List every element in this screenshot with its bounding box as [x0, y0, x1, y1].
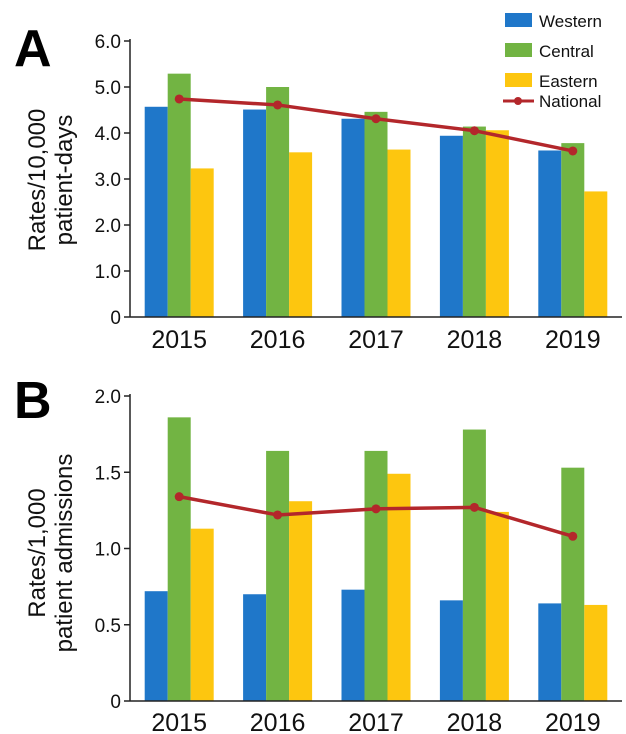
bar-central-2015-b [167, 417, 191, 701]
bar-western-2018-a [439, 135, 463, 317]
y-tick-label-a: 2.0 [95, 216, 121, 237]
bar-central-2017-a [364, 111, 388, 317]
bar-western-2015-a [144, 106, 168, 317]
x-tick-label-2015-b: 2015 [151, 709, 207, 734]
bar-central-2015-a [167, 73, 191, 317]
y-tick-label-b: 2.0 [95, 387, 121, 408]
legend-label-eastern: Eastern [539, 72, 598, 91]
y-axis-title-b-line2: patient admissions [51, 454, 78, 653]
national-line-a [174, 94, 578, 156]
bar-central-2019-a [561, 143, 585, 317]
y-tick-label-a: 4.0 [95, 124, 121, 145]
bar-central-2019-b [561, 467, 585, 701]
y-tick-label-b: 1.0 [95, 540, 121, 561]
y-tick-label-b: 1.5 [95, 463, 121, 484]
bar-western-2018-b [439, 600, 463, 701]
point-national-2017-a [371, 114, 381, 124]
x-tick-label-2017-b: 2017 [348, 709, 404, 734]
national-line-b [174, 492, 578, 541]
point-national-2016-b [273, 510, 283, 520]
bar-eastern-2016-b [289, 501, 313, 701]
axes-b: 2015 2016 2017 2018 2019 0 0.5 1.0 1.5 2.0 [95, 387, 622, 734]
y-tick-label-a: 1.0 [95, 262, 121, 283]
legend-swatch-western [505, 13, 532, 27]
bars-b [144, 417, 608, 701]
bar-western-2019-a [538, 150, 562, 317]
y-axis-title-a-line2: patient-days [51, 115, 78, 246]
panel-label-a: A [14, 20, 52, 78]
bar-western-2015-b [144, 591, 168, 701]
y-tick-label-a: 3.0 [95, 170, 121, 191]
bar-eastern-2015-b [190, 528, 214, 701]
x-tick-label-2019-a: 2019 [545, 326, 601, 354]
bar-central-2018-b [462, 429, 486, 701]
bar-western-2016-a [243, 109, 267, 317]
point-national-2019-a [568, 146, 578, 156]
bar-central-2017-b [364, 450, 388, 701]
panel-b: B Rates/1,000 patient admissions 2015 201… [14, 372, 622, 734]
bar-eastern-2019-a [584, 191, 608, 317]
legend-label-western: Western [539, 12, 602, 31]
point-national-2015-a [174, 94, 184, 104]
axes-a: 2015 2016 2017 2018 2019 0 1.0 2.0 3.0 4.0 5.0 6.0 [95, 32, 622, 354]
legend-label-central: Central [539, 42, 594, 61]
x-tick-label-2015-a: 2015 [151, 326, 207, 354]
legend: Western Central Eastern National [503, 12, 602, 111]
bars-a [144, 73, 608, 318]
bar-central-2018-a [462, 126, 486, 317]
point-national-2019-b [568, 531, 578, 541]
bar-western-2017-a [341, 118, 365, 318]
bar-eastern-2016-a [289, 152, 313, 317]
bar-central-2016-a [266, 87, 290, 317]
bar-eastern-2017-a [387, 149, 411, 317]
point-national-2018-b [469, 502, 479, 512]
x-tick-label-2016-a: 2016 [250, 326, 306, 354]
x-tick-label-2018-b: 2018 [447, 709, 503, 734]
point-national-2018-a [469, 126, 479, 136]
legend-swatch-eastern [505, 73, 532, 87]
bar-eastern-2018-a [485, 130, 509, 317]
y-tick-label-a: 0 [110, 308, 121, 329]
y-tick-label-b: 0 [110, 692, 121, 713]
point-national-2015-b [174, 492, 184, 502]
panel-a: A Rates/10,000 patient-days 2015 2016 2017… [14, 12, 622, 354]
x-tick-label-2017-a: 2017 [348, 326, 404, 354]
bar-central-2016-b [266, 450, 290, 701]
bar-western-2017-b [341, 589, 365, 701]
x-tick-label-2018-a: 2018 [447, 326, 503, 354]
y-tick-label-a: 6.0 [95, 32, 121, 53]
point-national-2017-b [371, 504, 381, 514]
x-tick-label-2019-b: 2019 [545, 709, 601, 734]
bar-eastern-2017-b [387, 473, 411, 701]
legend-swatch-central [505, 43, 532, 57]
panel-label-b: B [14, 372, 52, 430]
legend-label-national: National [539, 92, 601, 111]
legend-marker-national [514, 97, 522, 105]
y-tick-label-b: 0.5 [95, 616, 121, 637]
y-axis-title-b-line1: Rates/1,000 [24, 488, 51, 617]
y-axis-title-a-line1: Rates/10,000 [24, 109, 51, 252]
bar-western-2019-b [538, 603, 562, 701]
bar-western-2016-b [243, 594, 267, 701]
x-tick-label-2016-b: 2016 [250, 709, 306, 734]
bar-eastern-2019-b [584, 604, 608, 701]
point-national-2016-a [273, 100, 283, 110]
bar-eastern-2018-b [485, 511, 509, 701]
bar-eastern-2015-a [190, 168, 214, 317]
y-tick-label-a: 5.0 [95, 78, 121, 99]
